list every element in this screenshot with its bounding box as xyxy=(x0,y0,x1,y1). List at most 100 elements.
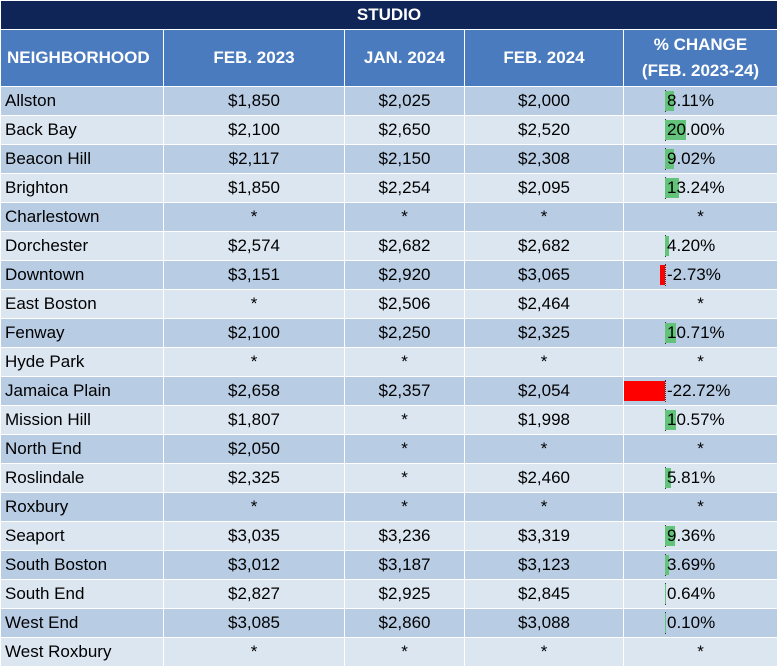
neighborhood-cell: Beacon Hill xyxy=(0,144,164,174)
header-jan-2024: JAN. 2024 xyxy=(344,29,465,87)
feb-2024-cell: * xyxy=(464,202,624,232)
header-percent-change: % CHANGE (FEB. 2023-24) xyxy=(623,29,777,87)
table-row: Back Bay $2,100 $2,650 $2,520 20.00% xyxy=(0,115,777,145)
neighborhood-cell: West End xyxy=(0,608,164,638)
percent-change-cell: * xyxy=(623,637,777,667)
jan-2024-cell: $2,250 xyxy=(344,318,465,348)
percent-change-text: -2.73% xyxy=(667,265,721,284)
table-row: Mission Hill $1,807 * $1,998 10.57% xyxy=(0,405,777,435)
percent-change-text: 13.24% xyxy=(667,178,725,197)
jan-2024-cell: * xyxy=(344,492,465,522)
table-row: Seaport $3,035 $3,236 $3,319 9.36% xyxy=(0,521,777,551)
feb-2023-cell: $1,850 xyxy=(163,86,345,116)
percent-change-cell: * xyxy=(623,202,777,232)
data-bar xyxy=(665,178,679,198)
percent-change-text: * xyxy=(697,207,704,226)
neighborhood-cell: Brighton xyxy=(0,173,164,203)
neighborhood-cell: Charlestown xyxy=(0,202,164,232)
title-row: STUDIO xyxy=(0,0,777,30)
percent-change-cell: * xyxy=(623,289,777,319)
neighborhood-cell: Dorchester xyxy=(0,231,164,261)
jan-2024-cell: $2,920 xyxy=(344,260,465,290)
table-row: Roxbury * * * * xyxy=(0,492,777,522)
header-feb-2023: FEB. 2023 xyxy=(163,29,345,87)
header-row: NEIGHBORHOOD FEB. 2023 JAN. 2024 FEB. 20… xyxy=(0,29,777,87)
feb-2024-cell: $2,845 xyxy=(464,579,624,609)
percent-change-text: 10.71% xyxy=(667,323,725,342)
data-bar xyxy=(665,526,675,546)
data-bar xyxy=(665,613,666,633)
feb-2023-cell: $2,827 xyxy=(163,579,345,609)
data-bar xyxy=(665,410,676,430)
feb-2024-cell: $2,464 xyxy=(464,289,624,319)
percent-change-cell: 13.24% xyxy=(623,173,777,203)
neighborhood-cell: Jamaica Plain xyxy=(0,376,164,406)
feb-2023-cell: * xyxy=(163,289,345,319)
feb-2023-cell: * xyxy=(163,492,345,522)
feb-2023-cell: $2,100 xyxy=(163,115,345,145)
jan-2024-cell: * xyxy=(344,347,465,377)
table-row: Hyde Park * * * * xyxy=(0,347,777,377)
neighborhood-cell: Fenway xyxy=(0,318,164,348)
feb-2024-cell: * xyxy=(464,434,624,464)
jan-2024-cell: $2,860 xyxy=(344,608,465,638)
data-bar xyxy=(665,236,669,256)
table-row: Fenway $2,100 $2,250 $2,325 10.71% xyxy=(0,318,777,348)
feb-2023-cell: * xyxy=(163,347,345,377)
neighborhood-cell: East Boston xyxy=(0,289,164,319)
percent-change-cell: 20.00% xyxy=(623,115,777,145)
feb-2023-cell: * xyxy=(163,637,345,667)
percent-change-cell: 0.10% xyxy=(623,608,777,638)
data-bar xyxy=(665,323,676,343)
percent-change-text: 9.36% xyxy=(667,526,716,545)
feb-2024-cell: $3,065 xyxy=(464,260,624,290)
table-row: Roslindale $2,325 * $2,460 5.81% xyxy=(0,463,777,493)
data-bar xyxy=(624,381,665,401)
table-row: Downtown $3,151 $2,920 $3,065 -2.73% xyxy=(0,260,777,290)
jan-2024-cell: $2,025 xyxy=(344,86,465,116)
jan-2024-cell: $2,254 xyxy=(344,173,465,203)
table-row: Charlestown * * * * xyxy=(0,202,777,232)
jan-2024-cell: * xyxy=(344,202,465,232)
feb-2024-cell: $3,088 xyxy=(464,608,624,638)
neighborhood-cell: Allston xyxy=(0,86,164,116)
data-bar xyxy=(665,468,671,488)
bar-axis xyxy=(665,264,666,286)
percent-change-cell: 9.36% xyxy=(623,521,777,551)
percent-change-cell: * xyxy=(623,347,777,377)
percent-change-cell: -22.72% xyxy=(623,376,777,406)
percent-change-cell: 3.69% xyxy=(623,550,777,580)
percent-change-text: * xyxy=(697,642,704,661)
header-neighborhood: NEIGHBORHOOD xyxy=(0,29,164,87)
percent-change-text: 0.64% xyxy=(667,584,716,603)
table-row: North End $2,050 * * * xyxy=(0,434,777,464)
feb-2023-cell: $2,100 xyxy=(163,318,345,348)
percent-change-cell: 5.81% xyxy=(623,463,777,493)
jan-2024-cell: $2,357 xyxy=(344,376,465,406)
bar-axis xyxy=(665,380,666,402)
jan-2024-cell: $2,925 xyxy=(344,579,465,609)
jan-2024-cell: * xyxy=(344,463,465,493)
feb-2023-cell: $1,850 xyxy=(163,173,345,203)
neighborhood-cell: South End xyxy=(0,579,164,609)
feb-2024-cell: $2,095 xyxy=(464,173,624,203)
percent-change-text: -22.72% xyxy=(667,381,731,400)
percent-change-text: 10.57% xyxy=(667,410,725,429)
table-row: Brighton $1,850 $2,254 $2,095 13.24% xyxy=(0,173,777,203)
feb-2023-cell: $2,050 xyxy=(163,434,345,464)
jan-2024-cell: * xyxy=(344,637,465,667)
jan-2024-cell: $2,150 xyxy=(344,144,465,174)
neighborhood-cell: Mission Hill xyxy=(0,405,164,435)
feb-2024-cell: $3,123 xyxy=(464,550,624,580)
neighborhood-cell: Downtown xyxy=(0,260,164,290)
percent-change-cell: 10.71% xyxy=(623,318,777,348)
jan-2024-cell: $3,236 xyxy=(344,521,465,551)
feb-2024-cell: * xyxy=(464,347,624,377)
data-bar xyxy=(665,120,686,140)
percent-change-cell: * xyxy=(623,434,777,464)
percent-change-text: 0.10% xyxy=(667,613,716,632)
neighborhood-cell: South Boston xyxy=(0,550,164,580)
jan-2024-cell: $2,682 xyxy=(344,231,465,261)
data-bar xyxy=(665,91,674,111)
